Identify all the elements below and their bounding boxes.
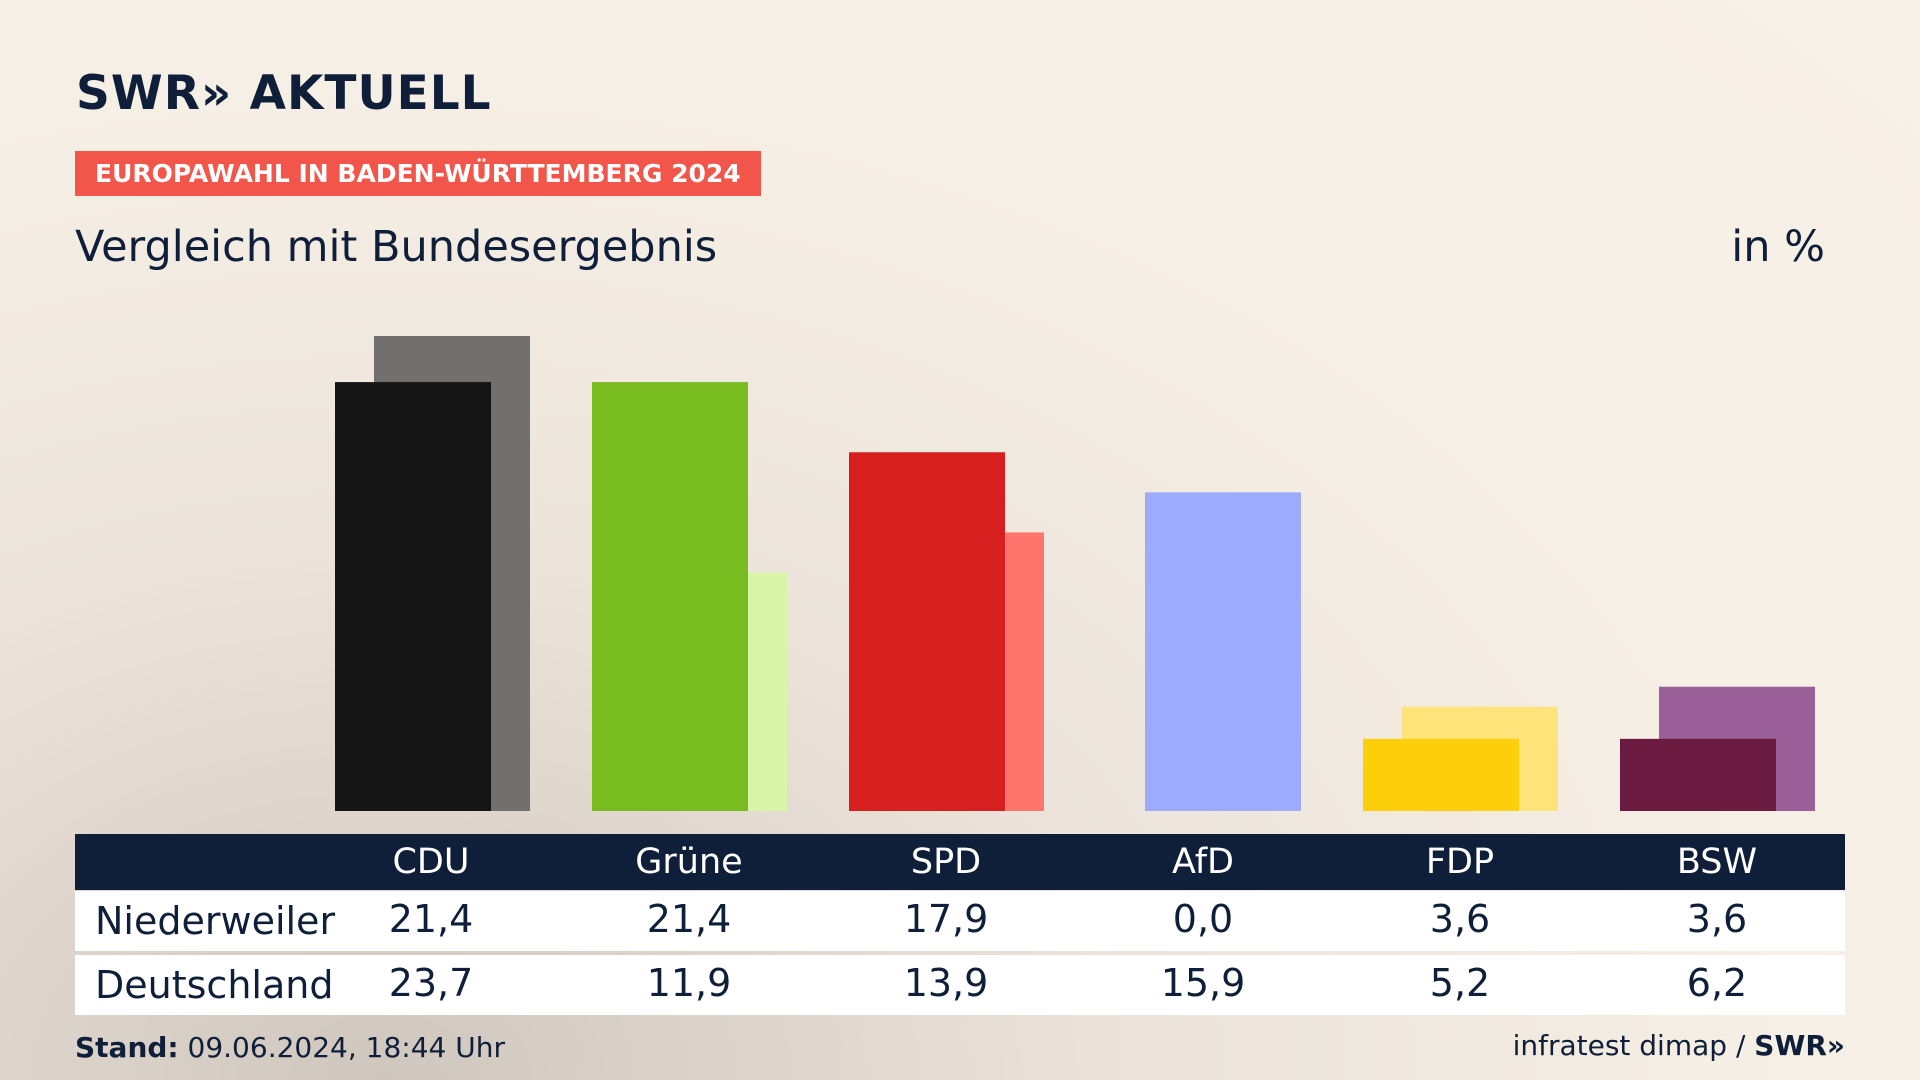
header-cdu: CDU [392,842,470,882]
cell-value: 0,0 [1172,897,1234,941]
cell-value: 21,4 [646,897,732,941]
swr-small-logo: SWR» [1754,1029,1845,1062]
chart-subtitle: Vergleich mit Bundesergebnis [75,222,718,272]
row-label: Niederweiler [95,899,336,943]
header-bsw: BSW [1676,842,1758,882]
unit-label: in % [1731,222,1825,272]
cell-value: 11,9 [646,961,732,1005]
header-fdp: FDP [1425,842,1495,882]
header-afd: AfD [1172,842,1234,882]
bar-fdp-niederweiler [1363,738,1519,811]
bar-spd-niederweiler [849,452,1005,811]
cell-value: 21,4 [388,897,474,941]
election-badge: EUROPAWAHL IN BADEN-WÜRTTEMBERG 2024 [75,151,761,196]
cell-value: 3,6 [1429,897,1491,941]
table-row-deutschland: Deutschland 23,7 11,9 13,9 15,9 5,2 6,2 [75,955,1845,1015]
bar-bsw-niederweiler [1620,738,1776,811]
swr-aktuell-logo: SWR» AKTUELL [76,66,492,121]
cell-value: 13,9 [903,961,989,1005]
header-gruene: Grüne [635,842,743,882]
table-header-bar [75,834,1845,890]
row-label: Deutschland [95,963,334,1007]
cell-value: 3,6 [1686,897,1748,941]
stand-label: Stand: [75,1031,179,1064]
bar-gruene-niederweiler [592,382,748,811]
cell-value: 17,9 [903,897,989,941]
bar-afd-deutschland [1145,492,1301,811]
bar-cdu-niederweiler [335,382,491,811]
table-row-niederweiler: Niederweiler 21,4 21,4 17,9 0,0 3,6 3,6 [75,891,1845,951]
source-text: infratest dimap / [1512,1029,1746,1062]
header-spd: SPD [910,842,982,882]
cell-value: 23,7 [388,961,474,1005]
stand-value: 09.06.2024, 18:44 Uhr [187,1031,505,1064]
source-credit: infratest dimap / SWR» [1513,1029,1845,1062]
cell-value: 15,9 [1160,961,1246,1005]
cell-value: 5,2 [1429,961,1491,1005]
cell-value: 6,2 [1686,961,1748,1005]
timestamp: Stand: 09.06.2024, 18:44 Uhr [75,1031,505,1064]
